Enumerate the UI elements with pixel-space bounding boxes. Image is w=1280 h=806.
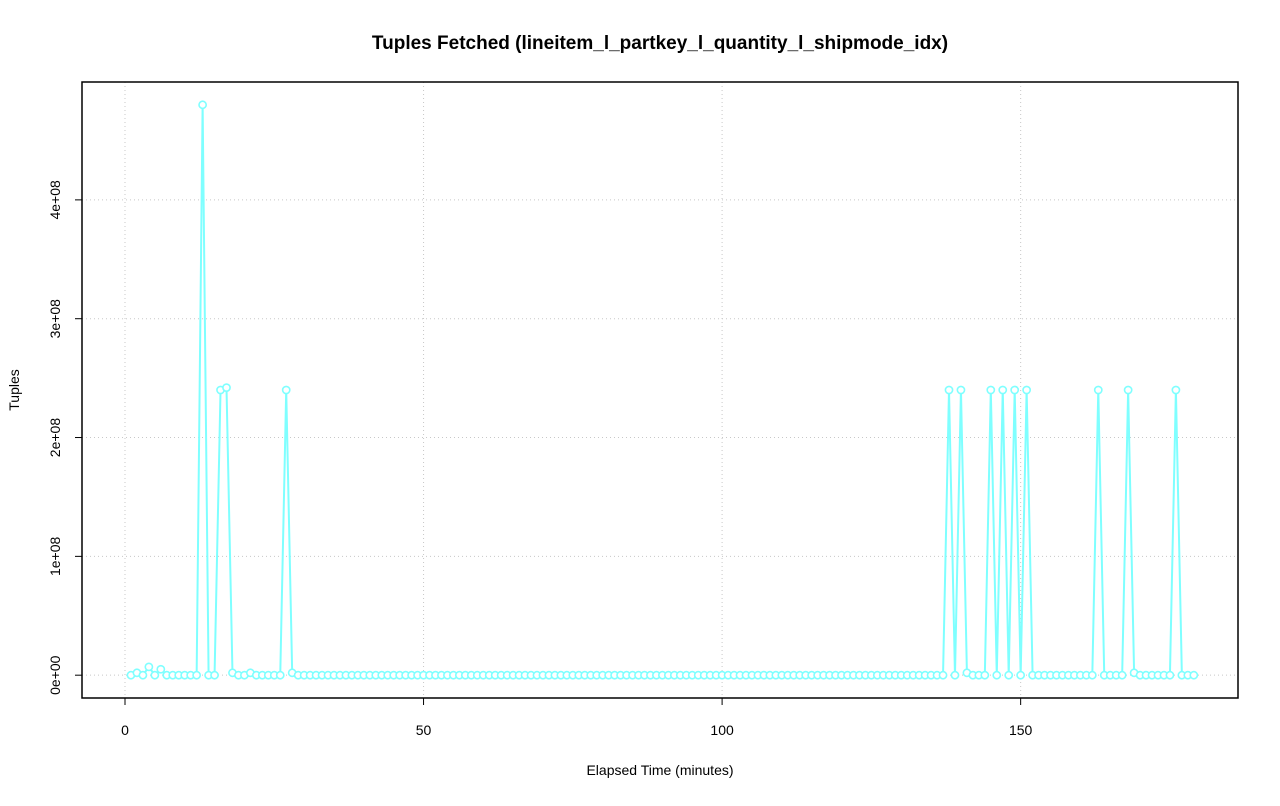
data-point: [1117, 670, 1127, 680]
y-tick-label: 2e+08: [47, 418, 63, 458]
x-tick-label: 0: [121, 722, 129, 738]
data-point: [192, 670, 202, 680]
data-point: [150, 670, 160, 680]
chart-title: Tuples Fetched (lineitem_l_partkey_l_qua…: [372, 33, 948, 54]
y-tick-label: 4e+08: [47, 180, 63, 220]
x-tick-label: 150: [1009, 722, 1033, 738]
y-tick-label: 0e+00: [47, 655, 63, 695]
data-point: [1087, 670, 1097, 680]
data-point: [956, 385, 966, 395]
y-axis-label: Tuples: [6, 369, 22, 411]
data-point: [281, 385, 291, 395]
data-point: [144, 662, 154, 672]
data-point: [1123, 385, 1133, 395]
data-point: [950, 670, 960, 680]
data-point: [1093, 385, 1103, 395]
data-point: [1004, 670, 1014, 680]
data-point: [998, 385, 1008, 395]
data-point: [275, 670, 285, 680]
data-point: [222, 383, 231, 393]
data-point: [1010, 385, 1020, 395]
data-point: [980, 670, 990, 680]
y-tick-label: 3e+08: [47, 299, 63, 339]
data-point: [1171, 385, 1181, 395]
data-point: [992, 670, 1002, 680]
data-point: [198, 100, 208, 110]
data-point: [138, 670, 148, 680]
data-point: [986, 385, 996, 395]
data-point: [210, 670, 219, 680]
x-axis-label: Elapsed Time (minutes): [586, 762, 733, 778]
x-tick-label: 100: [710, 722, 734, 738]
data-point: [938, 670, 948, 680]
data-point: [1016, 670, 1026, 680]
data-point: [944, 385, 954, 395]
x-tick-label: 50: [416, 722, 432, 738]
data-point: [156, 664, 166, 674]
data-point: [1022, 385, 1032, 395]
plot-frame: [81, 81, 1239, 699]
y-tick-label: 1e+08: [47, 536, 63, 576]
data-point: [1165, 670, 1175, 680]
data-point: [1189, 670, 1199, 680]
